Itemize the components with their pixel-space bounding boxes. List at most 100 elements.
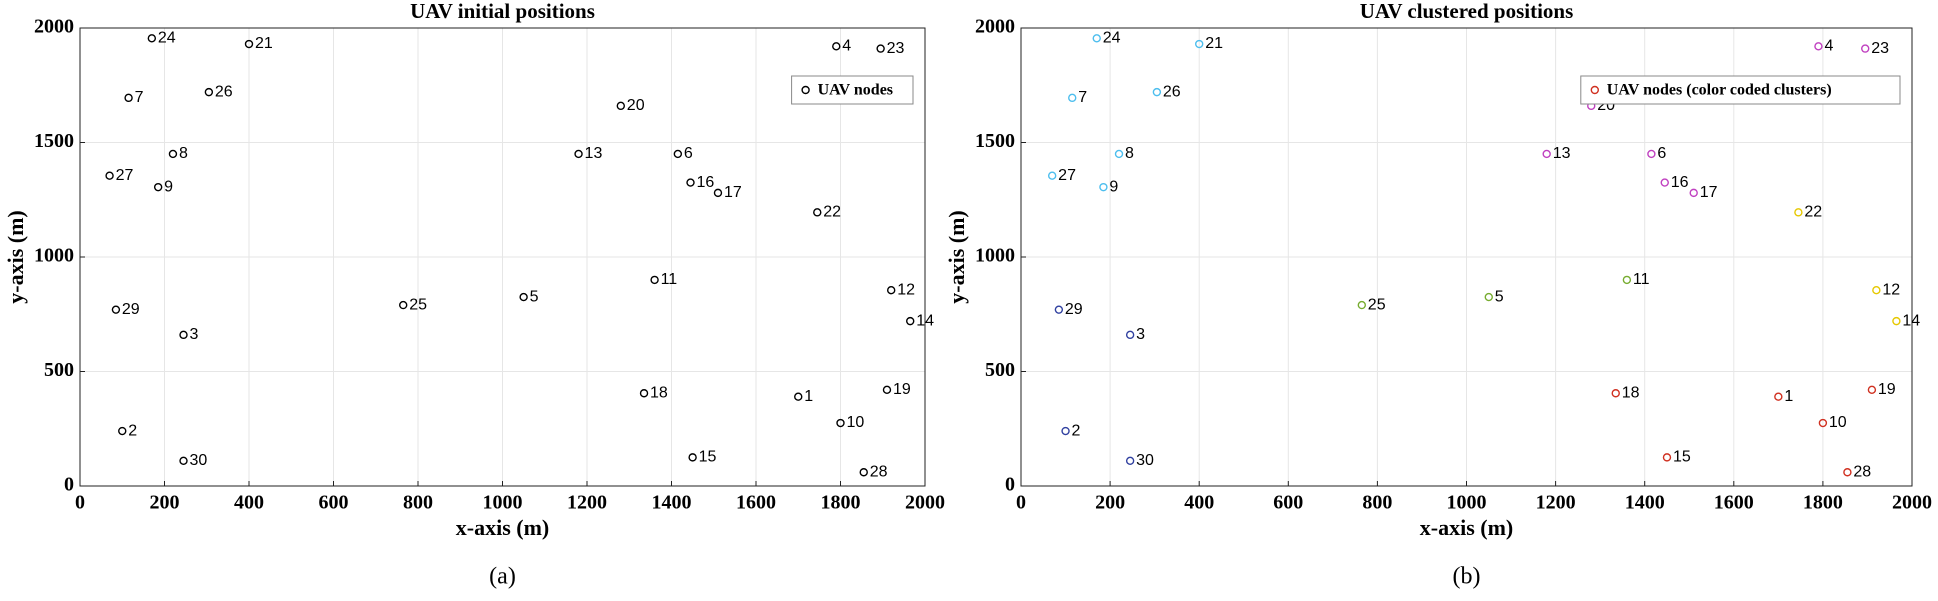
x-tick-label: 2000	[1892, 492, 1932, 514]
uav-point	[832, 42, 841, 51]
point-label: 6	[684, 145, 693, 162]
uav-point	[124, 93, 133, 103]
plot-frame	[79, 27, 926, 487]
uav-point	[794, 392, 803, 401]
uav-point	[1484, 292, 1493, 302]
uav-point	[1357, 300, 1367, 310]
uav-point	[1818, 418, 1828, 428]
y-axis-label: y-axis (m)	[944, 210, 969, 303]
x-tick-label: 1000	[1447, 492, 1487, 514]
x-axis-label: x-axis (m)	[1420, 515, 1513, 540]
point-label: 24	[158, 30, 176, 47]
y-tick-label: 1000	[975, 245, 1015, 267]
caption: (a)	[489, 564, 516, 590]
legend-marker	[801, 85, 810, 95]
uav-point	[906, 316, 915, 326]
uav-point	[1152, 87, 1162, 97]
y-tick-label: 2000	[34, 16, 74, 38]
point-label: 1	[1784, 388, 1793, 405]
uav-point	[650, 275, 659, 285]
x-tick-label: 600	[319, 492, 349, 514]
x-tick-label: 400	[234, 492, 264, 514]
point-label: 12	[897, 281, 915, 298]
point-label: 16	[1671, 174, 1689, 191]
uav-point	[876, 44, 885, 53]
point-label: 8	[179, 145, 188, 162]
uav-point	[713, 188, 723, 198]
uav-point	[1867, 385, 1877, 395]
y-tick-label: 1500	[34, 130, 74, 152]
point-label: 3	[1136, 326, 1145, 343]
uav-point	[179, 456, 188, 466]
uav-point	[244, 39, 254, 49]
uav-point	[688, 453, 697, 462]
y-tick-label: 500	[44, 359, 74, 381]
x-tick-label: 1200	[1536, 492, 1576, 514]
y-tick-label: 0	[64, 474, 74, 496]
uav-point	[1125, 330, 1135, 340]
y-axis-label: y-axis (m)	[3, 210, 28, 303]
point-label: 20	[627, 97, 645, 114]
point-label: 3	[190, 326, 199, 343]
point-label: 19	[1878, 381, 1896, 398]
x-tick-label: 2000	[905, 492, 945, 514]
point-label: 27	[116, 167, 134, 184]
uav-point	[1794, 208, 1803, 217]
uav-point	[836, 418, 845, 428]
point-label: 26	[1163, 83, 1181, 100]
point-label: 30	[190, 452, 208, 469]
uav-point	[1892, 316, 1901, 326]
point-label: 5	[1495, 288, 1504, 305]
uav-point	[153, 182, 163, 192]
x-tick-label: 800	[403, 492, 433, 514]
uav-point	[1061, 426, 1070, 436]
point-label: 28	[1853, 463, 1871, 480]
legend-marker	[1590, 85, 1600, 95]
point-label: 6	[1657, 145, 1666, 162]
uav-point	[859, 468, 868, 477]
point-label: 10	[847, 414, 865, 431]
y-tick-label: 2000	[975, 16, 1015, 38]
point-label: 1	[804, 388, 813, 405]
x-axis-label: x-axis (m)	[456, 515, 549, 540]
point-label: 17	[724, 184, 742, 201]
point-label: 23	[1871, 40, 1889, 57]
point-label: 15	[699, 449, 717, 466]
point-label: 22	[823, 204, 841, 221]
chart-title: UAV clustered positions	[1360, 0, 1574, 23]
uav-point	[179, 330, 188, 340]
point-label: 26	[215, 83, 233, 100]
uav-point	[1194, 39, 1204, 49]
uav-point	[1047, 171, 1057, 180]
y-tick-label: 0	[1005, 474, 1015, 496]
x-tick-label: 1200	[567, 492, 607, 514]
y-tick-label: 500	[985, 359, 1015, 381]
x-tick-label: 1600	[1714, 492, 1754, 514]
point-label: 11	[661, 271, 678, 288]
point-label: 11	[1633, 271, 1650, 288]
chart-title: UAV initial positions	[410, 0, 595, 23]
uav-point	[168, 149, 178, 159]
point-label: 27	[1058, 167, 1076, 184]
y-tick-label: 1000	[34, 245, 74, 267]
point-label: 2	[1072, 422, 1081, 439]
uav-point	[1814, 42, 1823, 51]
uav-point	[1092, 34, 1101, 43]
point-label: 12	[1882, 281, 1900, 298]
point-label: 10	[1829, 414, 1847, 431]
uav-point	[111, 305, 121, 314]
uav-point	[519, 292, 528, 302]
point-label: 30	[1136, 452, 1154, 469]
point-label: 28	[870, 463, 888, 480]
uav-point	[1843, 468, 1852, 477]
point-label: 25	[1368, 296, 1386, 313]
uav-point	[105, 171, 114, 180]
point-label: 8	[1125, 145, 1134, 162]
point-label: 14	[916, 312, 934, 329]
point-label: 13	[585, 145, 603, 162]
point-label: 18	[1622, 384, 1640, 401]
point-label: 2	[128, 422, 137, 439]
uav-point	[882, 385, 892, 395]
point-label: 15	[1673, 449, 1691, 466]
uav-point	[1054, 305, 1064, 314]
